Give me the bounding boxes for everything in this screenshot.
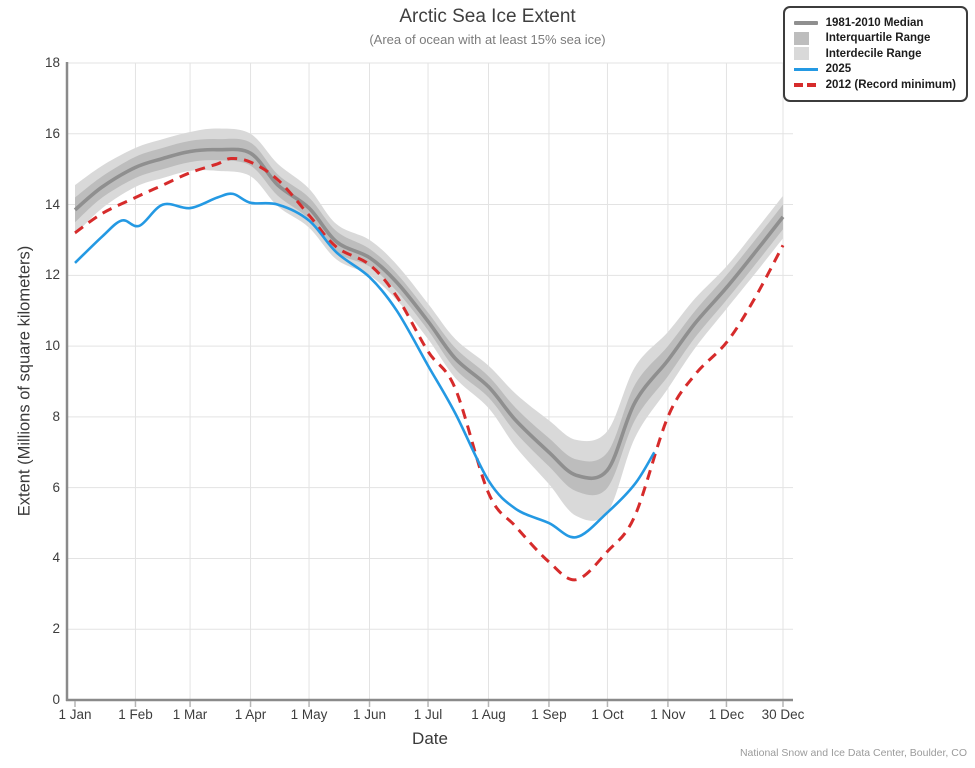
- line-2025: [74, 192, 656, 539]
- chart-subtitle: (Area of ocean with at least 15% sea ice…: [369, 32, 606, 47]
- x-tick-label: 1 Dec: [708, 707, 745, 722]
- x-tick-label: 1 May: [290, 707, 328, 722]
- chart-title: Arctic Sea Ice Extent: [399, 6, 576, 27]
- legend-item-2025: 2025: [793, 62, 956, 78]
- x-tick-label: 1 Oct: [591, 707, 624, 722]
- interdecile-swatch: [793, 47, 818, 61]
- x-tick-label: 1 Sep: [531, 707, 567, 722]
- legend: 1981-2010 Median Interquartile Range Int…: [782, 6, 968, 102]
- y-tick-label: 2: [52, 621, 60, 637]
- x-tick-label: 1 Jul: [413, 707, 443, 722]
- y-tick-label: 14: [44, 196, 60, 212]
- x-tick-label: 1 Apr: [234, 707, 267, 722]
- axes: [65, 62, 793, 702]
- line-2012-swatch: [793, 83, 818, 87]
- x-tick-label: 1 Nov: [650, 707, 686, 722]
- y-tick-label: 6: [52, 479, 60, 495]
- y-tick-label: 0: [52, 692, 60, 707]
- y-axis-title: Extent (Millions of square kilometers): [15, 245, 34, 517]
- legend-item-interdecile: Interdecile Range: [793, 46, 956, 62]
- y-tick-label: 16: [44, 125, 60, 141]
- interquartile-swatch: [793, 31, 818, 45]
- x-tick-label: 1 Mar: [172, 707, 208, 722]
- y-tick-label: 18: [44, 55, 60, 70]
- legend-item-label: Interquartile Range: [825, 32, 931, 45]
- legend-item-2012: 2012 (Record minimum): [793, 77, 956, 93]
- x-tick-label: 1 Jun: [352, 707, 387, 722]
- x-tick-label: 1 Aug: [471, 707, 506, 722]
- median-line-swatch: [793, 20, 818, 25]
- line-2012-record-minimum-: [74, 156, 785, 582]
- legend-item-label: 2025: [825, 63, 852, 76]
- x-axis-title: Date: [412, 729, 448, 748]
- x-tick-label: 1 Jan: [58, 707, 92, 722]
- legend-item-label: 2012 (Record minimum): [825, 78, 956, 91]
- y-tick-label: 10: [44, 338, 60, 354]
- source-credit: National Snow and Ice Data Center, Bould…: [739, 747, 967, 759]
- legend-item-label: Interdecile Range: [825, 47, 922, 60]
- line-2025-swatch: [793, 67, 818, 71]
- y-tick-label: 8: [52, 408, 60, 424]
- legend-item-interquartile: Interquartile Range: [793, 31, 956, 47]
- x-tick-label: 30 Dec: [761, 707, 805, 722]
- tick-marks: [74, 701, 784, 707]
- band-interquartile-range: [75, 138, 783, 496]
- legend-item-label: 1981-2010 Median: [825, 16, 924, 29]
- line-1981-2010-median: [73, 147, 785, 481]
- x-tick-label: 1 Feb: [118, 707, 153, 722]
- legend-item-median: 1981-2010 Median: [793, 15, 956, 31]
- y-tick-label: 12: [44, 267, 60, 283]
- y-tick-label: 4: [52, 550, 60, 566]
